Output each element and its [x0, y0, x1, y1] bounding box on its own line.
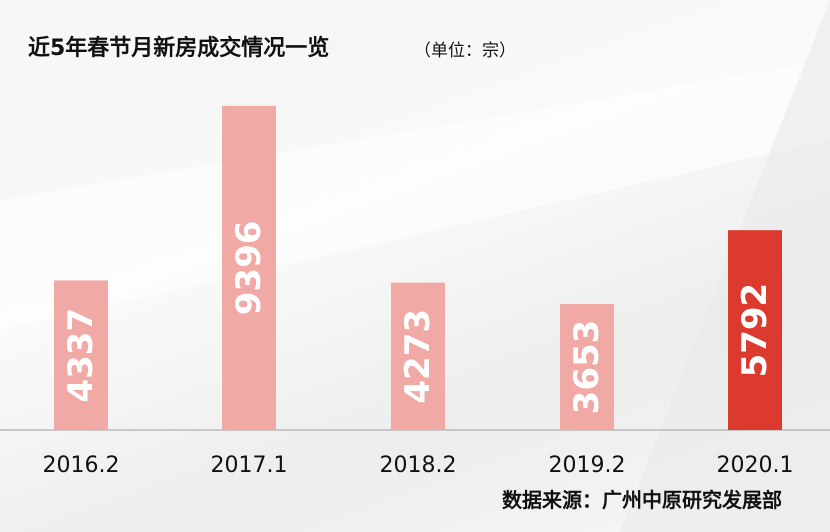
category-label-2019.2: 2019.2	[549, 453, 626, 478]
bar-2018.2	[391, 282, 445, 430]
value-label-2016.2: 4337	[61, 308, 101, 403]
unit-label: （单位：宗）	[414, 41, 516, 61]
value-label-2019.2: 3653	[567, 320, 607, 415]
bar-2020.1	[728, 230, 782, 430]
bar-2016.2	[54, 280, 108, 430]
category-label-2018.2: 2018.2	[380, 453, 457, 478]
category-label-2020.1: 2020.1	[717, 453, 794, 478]
category-label-2017.1: 2017.1	[211, 453, 288, 478]
value-label-2018.2: 4273	[398, 309, 438, 404]
chart-title: 近5年春节月新房成交情况一览	[28, 36, 330, 61]
data-source: 数据来源：广州中原研究发展部	[502, 488, 782, 512]
category-label-2016.2: 2016.2	[43, 453, 120, 478]
value-label-2020.1: 5792	[735, 283, 775, 378]
value-label-2017.1: 9396	[229, 221, 269, 316]
bar-2017.1	[222, 105, 276, 430]
bar-2019.2	[560, 303, 614, 430]
